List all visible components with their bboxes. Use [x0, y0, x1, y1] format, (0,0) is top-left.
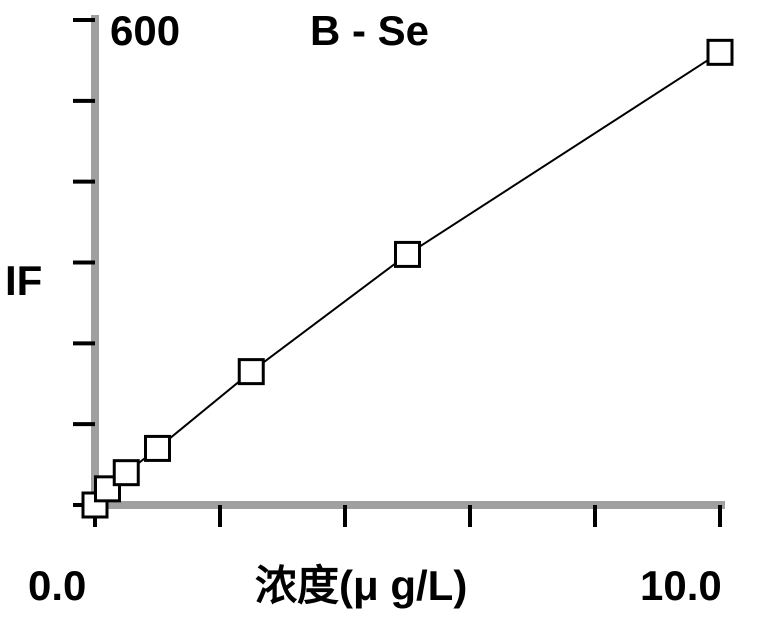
data-line	[95, 52, 720, 505]
data-marker	[239, 360, 263, 384]
x-max-label: 10.0	[640, 562, 722, 609]
y-max-label: 600	[110, 7, 180, 54]
data-marker	[146, 436, 170, 460]
chart-title: B - Se	[310, 7, 429, 54]
data-marker	[114, 461, 138, 485]
y-axis-label: IF	[5, 257, 42, 304]
x-axis-label: 浓度(μ g/L)	[255, 562, 467, 609]
data-marker	[396, 242, 420, 266]
x-min-label: 0.0	[28, 562, 86, 609]
chart-container: 600 B - Se IF 0.0 浓度(μ g/L) 10.0	[0, 0, 775, 635]
data-marker	[708, 40, 732, 64]
calibration-chart: 600 B - Se IF 0.0 浓度(μ g/L) 10.0	[0, 0, 775, 635]
